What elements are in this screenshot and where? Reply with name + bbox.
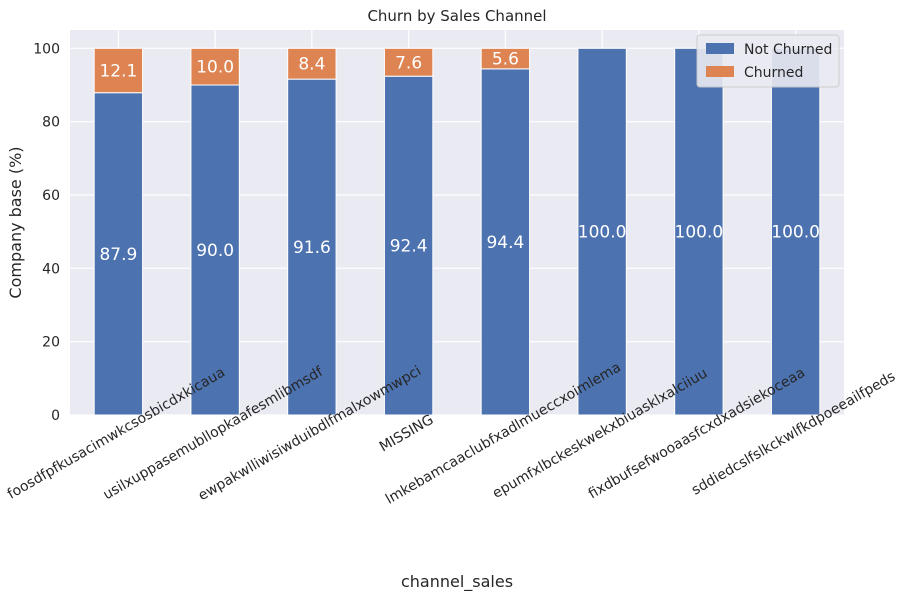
- data-label-churned: 8.4: [298, 55, 325, 75]
- data-label-not-churned: 90.0: [196, 241, 234, 261]
- chart-title: Churn by Sales Channel: [367, 7, 546, 25]
- y-tick-label: 100: [33, 41, 60, 57]
- x-axis-label: channel_sales: [401, 572, 513, 592]
- legend-label-not-churned: Not Churned: [744, 42, 832, 58]
- y-tick-label: 0: [51, 408, 60, 424]
- bar-not-churned: [770, 47, 821, 416]
- bars: [93, 47, 821, 416]
- data-label-churned: 10.0: [196, 58, 234, 78]
- bar-labels: 87.9 12.1 90.0 10.0 91.6 8.4 92.4 7.6 94.4 5.6 100…: [99, 50, 820, 265]
- data-label-not-churned: 100.0: [578, 223, 627, 243]
- y-tick-label: 20: [42, 335, 60, 351]
- bar-not-churned: [287, 78, 337, 416]
- data-label-not-churned: 94.4: [486, 233, 524, 253]
- legend-swatch-not-churned: [706, 43, 734, 54]
- x-tick-label: MISSING: [377, 412, 436, 456]
- data-label-churned: 5.6: [492, 50, 519, 70]
- bar-churned: [383, 47, 434, 77]
- y-tick-label: 40: [42, 261, 60, 277]
- data-label-not-churned: 92.4: [390, 237, 428, 257]
- data-label-not-churned: 87.9: [99, 245, 137, 265]
- y-tick-label: 80: [42, 115, 60, 131]
- legend: Not Churned Churned: [696, 34, 840, 88]
- legend-label-churned: Churned: [744, 65, 803, 81]
- bar-not-churned: [674, 47, 724, 416]
- data-label-not-churned: 91.6: [293, 238, 331, 258]
- bar-not-churned: [480, 68, 531, 416]
- y-tick-label: 60: [42, 188, 60, 204]
- bar-churned: [190, 47, 240, 86]
- bar-churned: [480, 47, 531, 70]
- bar-not-churned: [93, 92, 144, 416]
- data-label-not-churned: 100.0: [771, 223, 820, 243]
- bar-churned: [93, 47, 144, 94]
- y-axis-label: Company base (%): [6, 146, 25, 298]
- data-label-churned: 12.1: [99, 62, 137, 82]
- bar-churned: [287, 47, 337, 80]
- plot-area: [70, 30, 844, 415]
- bar-not-churned: [577, 47, 627, 416]
- data-label-not-churned: 100.0: [675, 223, 724, 243]
- legend-swatch-churned: [706, 66, 734, 77]
- bar-not-churned: [190, 84, 240, 416]
- data-label-churned: 7.6: [395, 53, 422, 73]
- y-tick-labels: 0 20 40 60 80 100: [33, 41, 60, 424]
- bar-not-churned: [383, 75, 434, 416]
